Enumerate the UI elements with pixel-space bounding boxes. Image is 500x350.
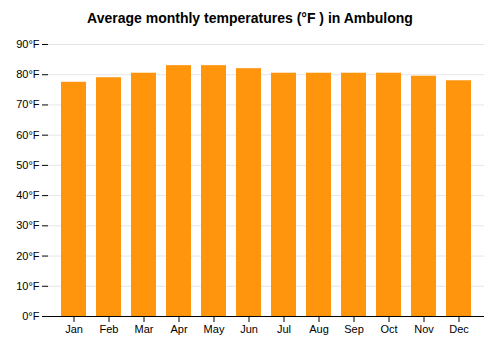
svg-text:10°F: 10°F [16,280,40,292]
svg-text:60°F: 60°F [16,129,40,141]
svg-text:Dec: Dec [449,323,469,335]
svg-text:Sep: Sep [344,323,364,335]
html-text:Average monthly temperatures (: Average monthly temperatures (°F ) in Am… [87,10,413,26]
svg-text:Apr: Apr [170,323,187,335]
svg-text:20°F: 20°F [16,250,40,262]
svg-text:Nov: Nov [414,323,434,335]
svg-text:Jul: Jul [277,323,291,335]
svg-text:80°F: 80°F [16,68,40,80]
svg-text:30°F: 30°F [16,219,40,231]
svg-text:May: May [204,323,225,335]
svg-text:Aug: Aug [309,323,329,335]
svg-text:Feb: Feb [100,323,119,335]
svg-text:90°F: 90°F [16,38,40,50]
svg-text:Jun: Jun [240,323,258,335]
svg-text:70°F: 70°F [16,98,40,110]
svg-text:Jan: Jan [65,323,83,335]
svg-text:Oct: Oct [380,323,397,335]
svg-text:50°F: 50°F [16,159,40,171]
svg-text:Mar: Mar [135,323,154,335]
svg-text:0°F: 0°F [22,310,40,322]
svg-text:40°F: 40°F [16,189,40,201]
